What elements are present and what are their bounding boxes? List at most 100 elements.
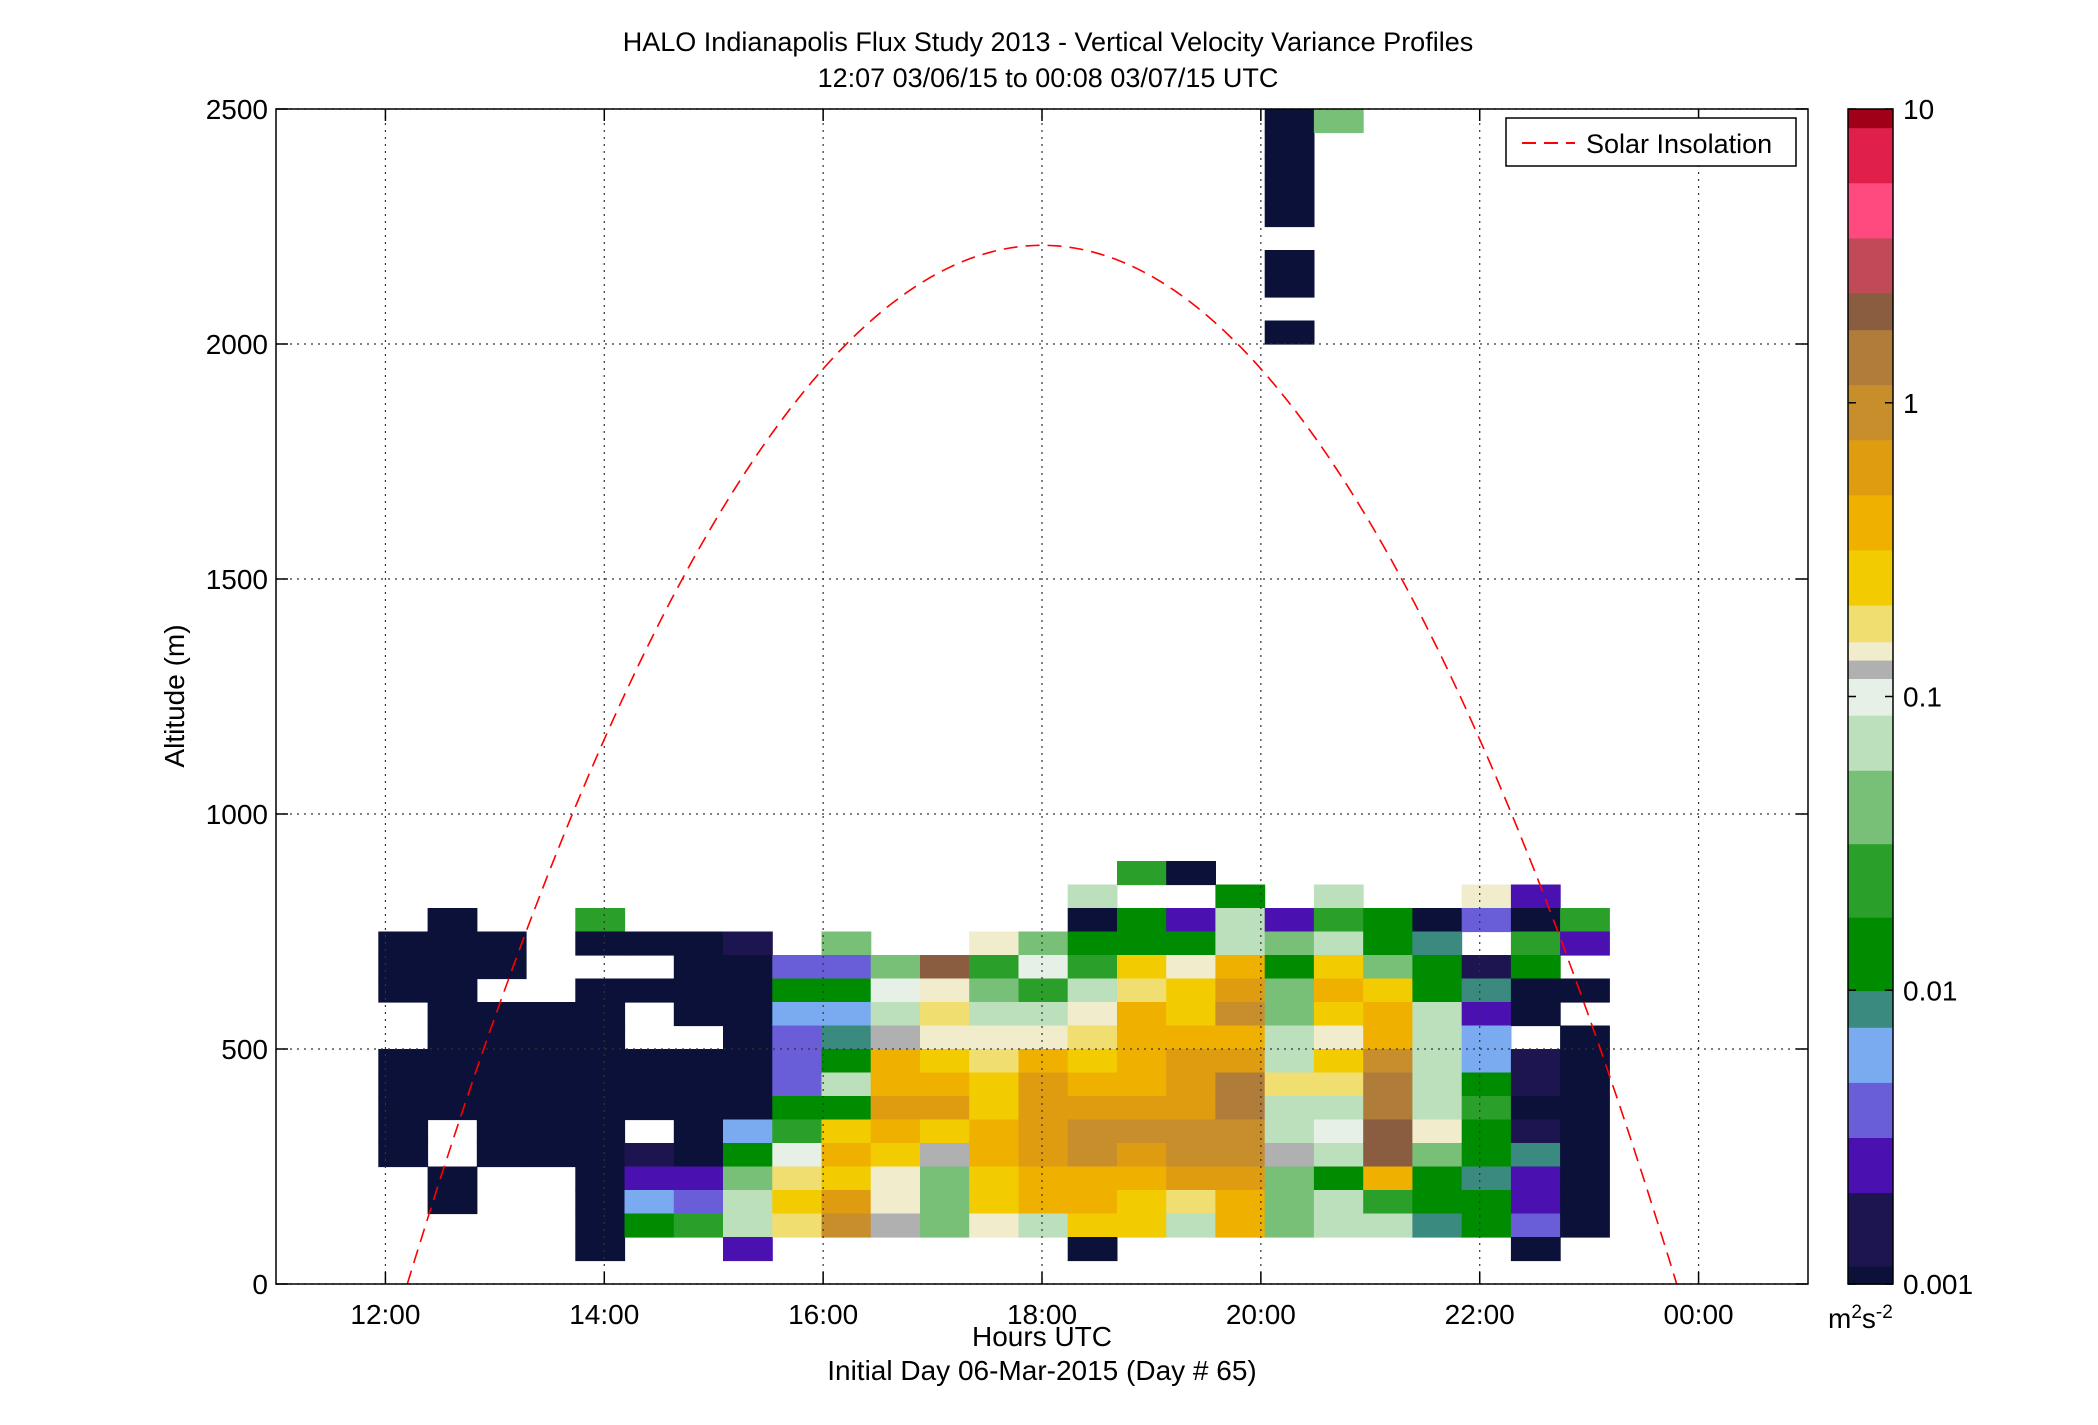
heatmap-cell	[821, 1190, 872, 1215]
colorbar-tick-label: 0.01	[1903, 975, 1958, 1006]
heatmap-cell	[1264, 156, 1315, 181]
heatmap-cell	[1067, 955, 1118, 980]
colorbar-segment	[1848, 366, 1893, 386]
heatmap-cell	[673, 1190, 724, 1215]
heatmap-cell	[870, 1166, 921, 1191]
heatmap-cell	[575, 1002, 626, 1027]
heatmap-cell	[1215, 1143, 1266, 1168]
heatmap-cell	[624, 1213, 675, 1238]
heatmap-cell	[1067, 1096, 1118, 1121]
heatmap-cell	[378, 1096, 429, 1121]
heatmap-cell	[772, 978, 823, 1003]
heatmap-cell	[624, 1143, 675, 1168]
heatmap-cell	[1363, 1143, 1413, 1168]
y-tick-label: 1000	[206, 799, 268, 830]
heatmap-cell	[673, 955, 724, 980]
heatmap-cell	[427, 978, 478, 1003]
x-ticks: 12:00 14:00 16:00 18:00 20:00 22:00 00:00	[350, 109, 1734, 1330]
colorbar-segment	[1848, 237, 1893, 257]
heatmap-cell	[624, 1166, 675, 1191]
heatmap-cell	[1560, 978, 1610, 1003]
heatmap-cell	[1166, 1002, 1216, 1027]
colorbar-segment	[1848, 990, 1893, 1010]
heatmap-cell	[1215, 931, 1266, 956]
colorbar-segment	[1848, 1027, 1893, 1047]
heatmap-cell	[1461, 955, 1512, 980]
heatmap-cell	[1510, 1166, 1561, 1191]
x-axis-sublabel: Initial Day 06-Mar-2015 (Day # 65)	[827, 1355, 1257, 1386]
heatmap-cell	[1461, 1049, 1512, 1074]
heatmap-cell	[1412, 1002, 1463, 1027]
heatmap-cell	[526, 1025, 576, 1050]
heatmap-cell	[1510, 1002, 1561, 1027]
heatmap-cell	[1560, 1025, 1610, 1050]
heatmap-cell	[723, 1237, 773, 1262]
heatmap-cell	[1166, 1072, 1216, 1097]
heatmap-cell	[526, 1119, 576, 1144]
heatmap-cell	[723, 1119, 773, 1144]
colorbar-segment	[1848, 145, 1893, 165]
heatmap-cell	[1510, 1119, 1561, 1144]
heatmap-cell	[378, 1049, 429, 1074]
heatmap-cell	[821, 931, 872, 956]
heatmap-cell	[1117, 1072, 1167, 1097]
heatmap-cell	[723, 1072, 773, 1097]
heatmap-cell	[723, 1025, 773, 1050]
heatmap-cell	[1018, 1025, 1069, 1050]
heatmap-cell	[772, 1096, 823, 1121]
heatmap-cell	[1461, 1143, 1512, 1168]
colorbar	[1848, 109, 1893, 1285]
heatmap-cell	[821, 1002, 872, 1027]
colorbar-segment	[1848, 1008, 1893, 1028]
heatmap-cell	[1412, 1025, 1463, 1050]
heatmap-cell	[1018, 1166, 1069, 1191]
colorbar-segment	[1848, 623, 1893, 643]
colorbar-tick-label: 0.1	[1903, 682, 1942, 713]
y-tick-label: 0	[252, 1269, 268, 1300]
heatmap-cell	[1363, 955, 1413, 980]
colorbar-segment	[1848, 1228, 1893, 1249]
colorbar-tick-label: 10	[1903, 94, 1934, 125]
heatmap-cell	[427, 1166, 478, 1191]
heatmap-cell	[969, 1213, 1019, 1238]
heatmap-cell	[1067, 1119, 1118, 1144]
heatmap-cell	[476, 1096, 527, 1121]
heatmap-cell	[772, 1166, 823, 1191]
solar-insolation-curve	[406, 244, 1678, 1285]
heatmap-cell	[1264, 1049, 1315, 1074]
heatmap-cell	[772, 1190, 823, 1215]
heatmap-cell	[1313, 1119, 1364, 1144]
heatmap-cell	[1215, 955, 1266, 980]
heatmap-cell	[1560, 1096, 1610, 1121]
heatmap-cell	[624, 1096, 675, 1121]
heatmap-cell	[1461, 1213, 1512, 1238]
heatmap-cell	[723, 1096, 773, 1121]
colorbar-segment	[1848, 329, 1893, 349]
heatmap-cell	[1412, 1143, 1463, 1168]
heatmap-cell	[772, 1213, 823, 1238]
heatmap-cell	[723, 1002, 773, 1027]
colorbar-segment	[1848, 384, 1893, 404]
heatmap-cell	[1166, 1096, 1216, 1121]
legend-box	[1505, 117, 1797, 167]
heatmap-cell	[870, 978, 921, 1003]
heatmap-cell	[673, 1096, 724, 1121]
heatmap-cell	[1363, 1049, 1413, 1074]
heatmap-cell	[673, 1213, 724, 1238]
heatmap-cell	[1215, 978, 1266, 1003]
heatmap-cell	[1510, 1237, 1561, 1262]
heatmap-cell	[476, 1049, 527, 1074]
heatmap-cell	[969, 978, 1019, 1003]
colorbar-segment	[1848, 1082, 1893, 1102]
heatmap-cell	[1510, 1096, 1561, 1121]
chart-title: HALO Indianapolis Flux Study 2013 - Vert…	[623, 27, 1473, 57]
heatmap-cell	[920, 1002, 970, 1027]
heatmap-cell	[870, 1190, 921, 1215]
colorbar-segment	[1848, 935, 1893, 955]
heatmap-cell	[920, 978, 970, 1003]
colorbar-segment	[1848, 733, 1893, 753]
heatmap-cell	[1117, 1119, 1167, 1144]
heatmap-cell	[1461, 1166, 1512, 1191]
heatmap-cell	[920, 955, 970, 980]
legend: Solar Insolation	[1505, 117, 1797, 167]
